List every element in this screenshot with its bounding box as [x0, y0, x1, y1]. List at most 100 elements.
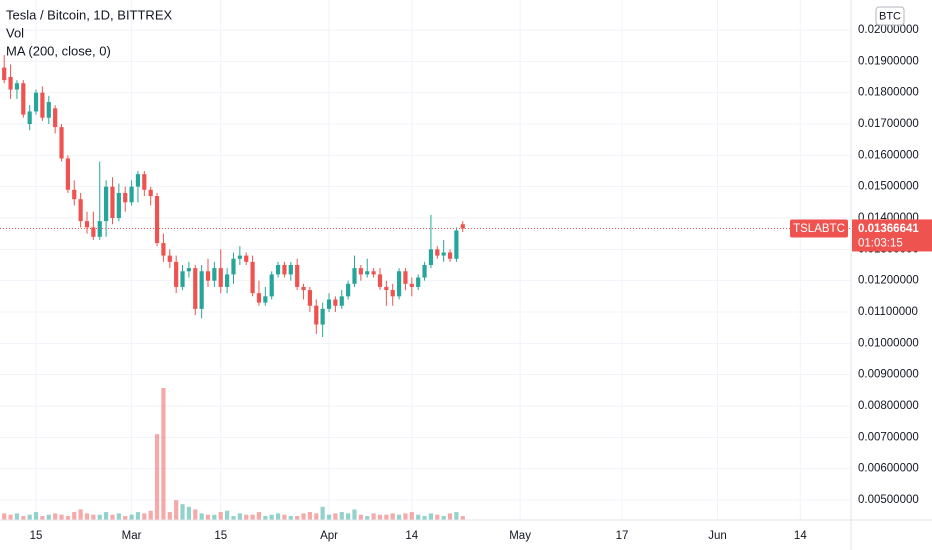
volume-bar: [142, 513, 147, 520]
volume-bar: [21, 516, 26, 520]
candle-body: [46, 102, 51, 118]
indicator-label: MA (200, close, 0): [6, 43, 111, 58]
symbol-badge: [790, 219, 848, 238]
volume-bar: [205, 514, 211, 520]
currency-label: BTC: [879, 10, 901, 22]
candle-body: [91, 227, 96, 237]
volume-bar: [40, 516, 45, 520]
volume-bar: [84, 513, 90, 520]
x-tick-label: 14: [794, 530, 807, 542]
currency-box[interactable]: [875, 6, 905, 26]
candle-body: [8, 76, 13, 90]
candle-body: [33, 92, 39, 112]
volume-bar: [148, 510, 153, 520]
candle-body: [154, 196, 160, 244]
candle-body: [371, 271, 376, 275]
candle-body: [441, 252, 446, 256]
candle-body: [244, 255, 249, 262]
x-tick-label: 14: [405, 530, 418, 542]
candle-body: [205, 271, 211, 281]
volume-bar: [352, 509, 357, 520]
volume-bar: [390, 513, 395, 520]
volume-bar: [416, 514, 421, 520]
volume-bar: [339, 512, 344, 520]
candle-body: [358, 268, 363, 275]
y-tick-label: 0.00900000: [858, 369, 919, 381]
volume-bar: [384, 514, 389, 520]
volume-bar: [314, 513, 319, 520]
candle-body: [422, 264, 427, 278]
candle-body: [365, 271, 370, 275]
candle-body: [231, 258, 236, 275]
candle-body: [384, 286, 389, 291]
candle-body: [447, 252, 453, 259]
volume-bar: [250, 514, 255, 520]
y-tick-label: 0.01000000: [858, 337, 919, 349]
volume-bar: [135, 512, 141, 520]
candle-body: [301, 286, 306, 291]
volume-bar: [97, 514, 102, 520]
y-tick-label: 0.01900000: [858, 55, 919, 67]
volume-bar: [65, 516, 70, 520]
candle-body: [460, 224, 465, 229]
price-badge: [852, 219, 932, 252]
y-tick-label: 0.00600000: [858, 463, 919, 475]
volume-bar: [129, 514, 134, 520]
y-tick-label: 0.01600000: [858, 149, 919, 161]
volume-bar: [460, 516, 465, 520]
candle-body: [110, 186, 115, 218]
volume-bar: [14, 513, 20, 520]
volume-bar: [447, 513, 453, 520]
y-tick-label: 0.01700000: [858, 118, 919, 130]
candle-body: [84, 221, 90, 228]
volume-bar: [33, 512, 39, 520]
chart-title: Tesla / Bitcoin, 1D, BITTREX: [6, 7, 172, 22]
y-tick-label: 0.01100000: [858, 306, 918, 318]
candle-body: [186, 268, 192, 272]
volume-bar: [435, 514, 440, 520]
y-tick-label: 0.01500000: [858, 181, 919, 193]
volume-bar: [104, 512, 109, 520]
countdown-label: 01:03:15: [858, 237, 903, 249]
candle-body: [218, 268, 223, 287]
volume-bar: [326, 514, 332, 520]
volume-bar: [358, 514, 363, 520]
candle-body: [326, 299, 332, 309]
volume-bar: [454, 512, 459, 520]
candle-body: [27, 111, 32, 124]
candle-body: [346, 283, 351, 297]
volume-bar: [282, 514, 287, 520]
candle-body: [123, 192, 128, 203]
volume-bar: [346, 513, 351, 520]
volume-bar: [212, 514, 217, 520]
candle-body: [142, 174, 147, 190]
volume-bar: [199, 513, 204, 520]
volume-bar: [91, 514, 96, 520]
candle-body: [282, 264, 287, 275]
candle-body: [390, 290, 395, 297]
x-tick-label: 17: [616, 530, 629, 542]
last-price-label: 0.01366641: [858, 223, 919, 235]
volume-bar: [154, 434, 160, 520]
x-tick-label: Jun: [708, 530, 727, 542]
candle-body: [72, 189, 77, 200]
candle-body: [288, 264, 293, 275]
candle-body: [21, 83, 26, 115]
candle-body: [104, 186, 109, 222]
volume-bar: [396, 514, 402, 520]
candle-body: [409, 283, 414, 287]
volume-bar: [225, 510, 230, 520]
volume-bar: [441, 516, 446, 520]
candle-body: [428, 249, 434, 265]
y-tick-label: 0.00800000: [858, 400, 919, 412]
volume-bar: [428, 513, 434, 520]
volume-bar: [193, 509, 198, 520]
volume-bar: [2, 513, 7, 520]
volume-bar: [123, 516, 128, 520]
volume-bar: [161, 388, 166, 520]
candle-body: [263, 296, 268, 303]
volume-bar: [231, 516, 236, 520]
volume-bar: [301, 513, 306, 520]
candle-body: [135, 174, 141, 187]
